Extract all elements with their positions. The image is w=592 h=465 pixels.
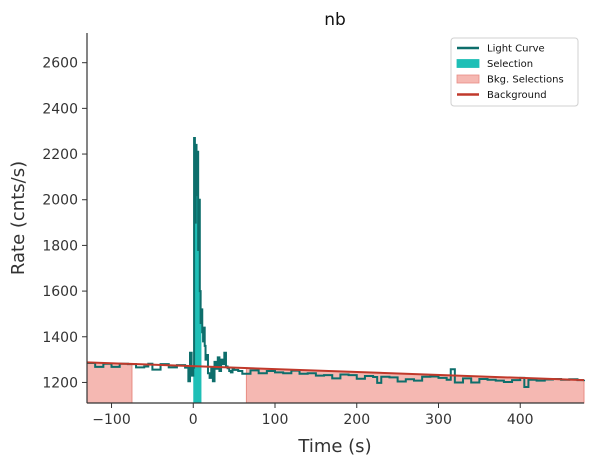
legend: Light Curve Selection Bkg. Selections Backg… bbox=[450, 37, 579, 107]
x-ticks: −100 0 100 200 300 400 bbox=[92, 403, 534, 428]
axes bbox=[86, 33, 584, 404]
x-tick-label: 300 bbox=[425, 412, 452, 428]
y-tick-label: 2000 bbox=[42, 193, 78, 209]
x-tick-label: 200 bbox=[343, 412, 370, 428]
legend-label: Selection bbox=[487, 59, 533, 70]
y-tick-label: 2400 bbox=[42, 101, 78, 117]
y-axis-title: Rate (cnts/s) bbox=[8, 161, 29, 275]
x-tick-label: 0 bbox=[189, 412, 198, 428]
legend-swatch bbox=[456, 74, 480, 84]
y-ticks: 1200 1400 1600 1800 2000 2200 2400 2600 bbox=[42, 56, 87, 391]
light-curve-series bbox=[87, 137, 585, 389]
x-tick-label: −100 bbox=[92, 412, 130, 428]
light-curve-layer bbox=[86, 137, 585, 389]
x-tick-label: 100 bbox=[262, 412, 289, 428]
bkg-selection-region-0 bbox=[86, 361, 133, 404]
y-tick-label: 1800 bbox=[42, 238, 78, 254]
x-tick-label: 400 bbox=[507, 412, 534, 428]
y-tick-label: 1400 bbox=[42, 330, 78, 346]
y-tick-label: 2600 bbox=[42, 56, 78, 72]
chart-title: nb bbox=[324, 10, 346, 30]
legend-label: Bkg. Selections bbox=[487, 75, 564, 86]
legend-swatch bbox=[456, 59, 480, 68]
background-fit-line bbox=[86, 361, 585, 382]
legend-label: Light Curve bbox=[487, 44, 545, 55]
y-tick-label: 1600 bbox=[42, 284, 78, 300]
legend-label: Background bbox=[487, 90, 547, 101]
y-tick-label: 1200 bbox=[42, 375, 78, 391]
y-tick-label: 2200 bbox=[42, 147, 78, 163]
x-axis-title: Time (s) bbox=[297, 436, 371, 457]
legend-box bbox=[450, 37, 579, 107]
